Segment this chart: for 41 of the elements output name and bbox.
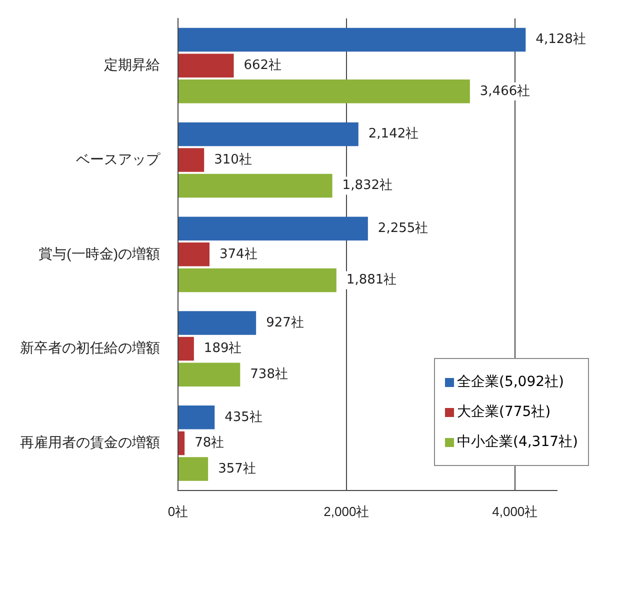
bar xyxy=(178,362,240,386)
data-label: 189社 xyxy=(204,341,242,356)
data-label: 662社 xyxy=(244,58,282,73)
y-tick-label: ベースアップ xyxy=(76,150,161,167)
data-label: 78社 xyxy=(194,436,224,451)
data-label: 2,255社 xyxy=(378,220,428,236)
data-label: 374社 xyxy=(220,246,258,262)
legend-label: 全企業(5,092社) xyxy=(456,373,564,392)
bar xyxy=(178,122,358,146)
bar xyxy=(178,336,194,361)
x-tick-label: 4,000社 xyxy=(492,504,538,519)
bar xyxy=(178,148,204,172)
legend-label: 大企業(775社) xyxy=(456,403,551,422)
y-tick-label: 賞与(一時金)の増額 xyxy=(38,245,160,262)
bar xyxy=(178,431,185,456)
bar xyxy=(178,28,526,52)
data-label: 1,832社 xyxy=(342,178,393,194)
x-tick-label: 2,000社 xyxy=(324,504,370,519)
bar xyxy=(178,174,332,198)
bar xyxy=(178,216,368,240)
bar xyxy=(178,242,210,266)
data-label: 310社 xyxy=(214,152,252,168)
data-label: 927社 xyxy=(266,315,304,330)
x-tick-label: 0社 xyxy=(168,504,188,519)
data-label: 357社 xyxy=(218,461,256,476)
bar xyxy=(178,311,256,335)
bar xyxy=(178,406,215,430)
y-tick-label: 定期昇給 xyxy=(104,56,160,72)
bar xyxy=(178,54,234,78)
data-label: 3,466社 xyxy=(480,84,530,99)
data-label: 435社 xyxy=(224,410,262,425)
data-label: 4,128社 xyxy=(536,32,586,48)
y-tick-label: 新卒者の初任給の増額 xyxy=(20,340,160,356)
data-label: 1,881社 xyxy=(346,272,397,288)
data-label: 738社 xyxy=(250,366,288,382)
bar xyxy=(178,457,208,481)
y-tick-label: 再雇用者の賃金の増額 xyxy=(20,434,160,450)
legend-label: 中小企業(4,317社) xyxy=(456,433,578,452)
bar xyxy=(178,80,470,104)
bar xyxy=(178,268,336,292)
data-label: 2,142社 xyxy=(368,126,419,142)
